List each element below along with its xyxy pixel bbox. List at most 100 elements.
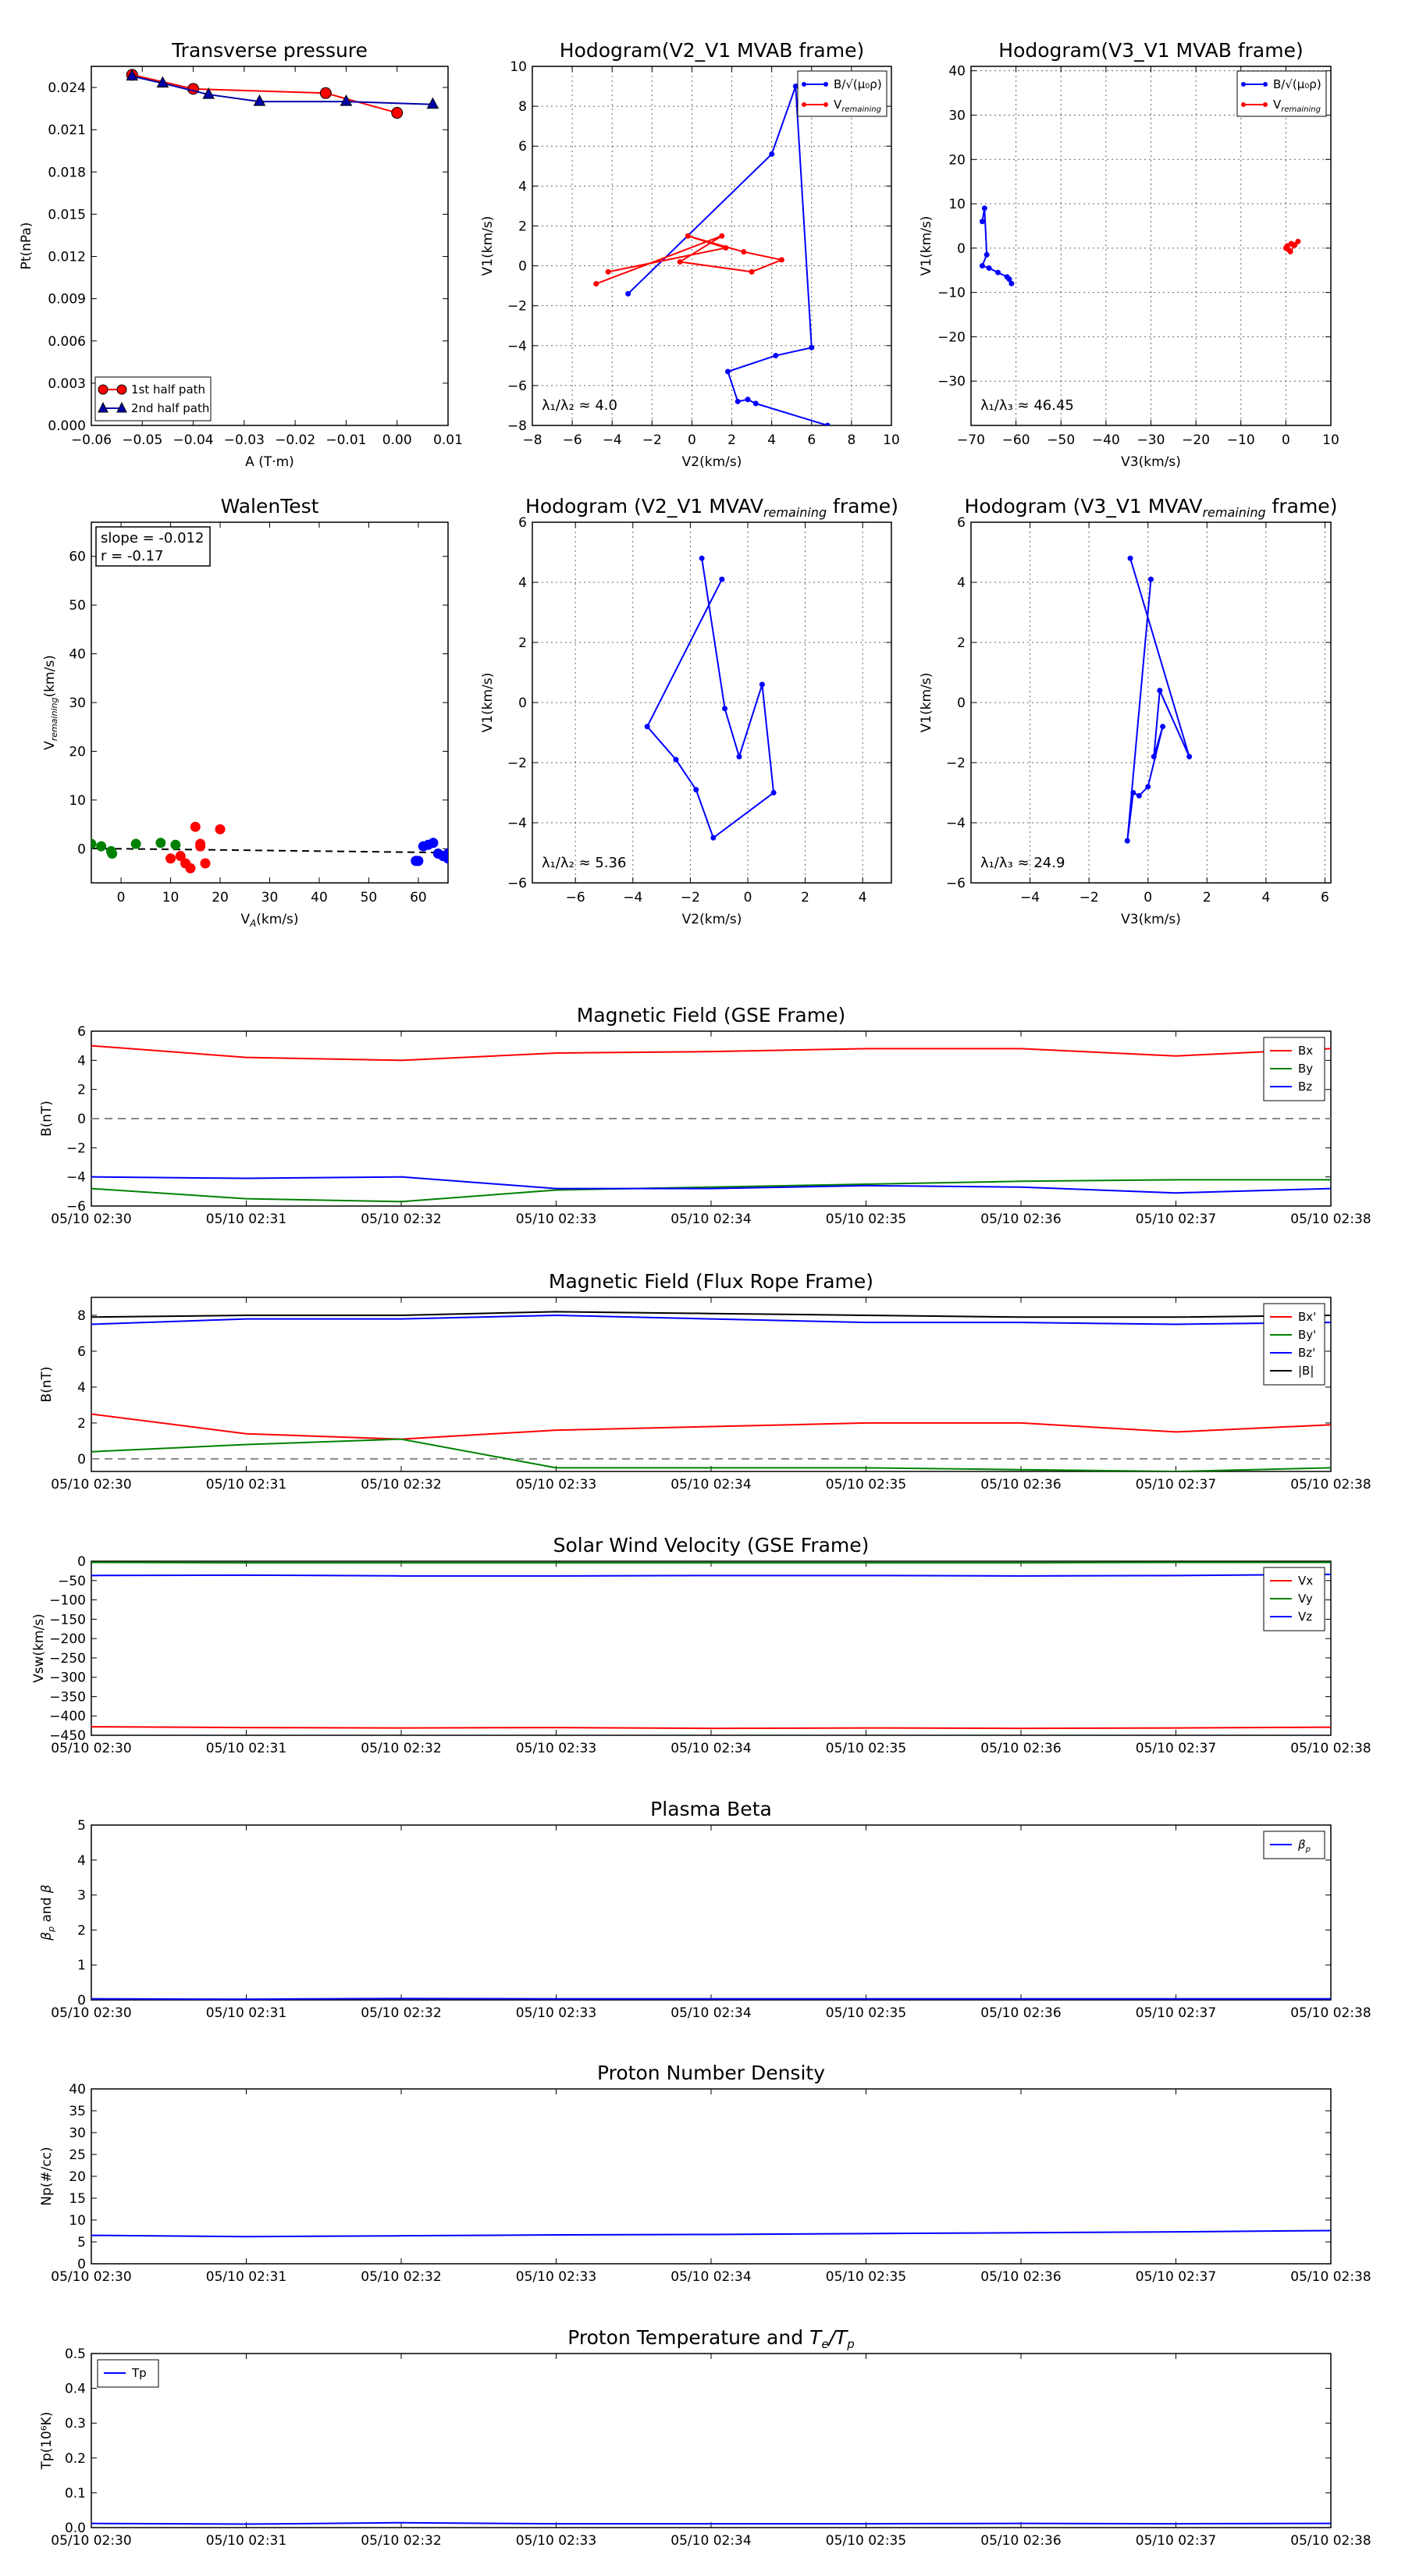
p10-title: Plasma Beta xyxy=(650,1798,772,1820)
p2-point xyxy=(745,397,751,403)
p12-legend-label: Tp xyxy=(131,2366,147,2380)
p8-axes: 05/10 02:30 05/10 02:31 05/10 02:32 05/10 0… xyxy=(39,1297,1371,1493)
p1-ytick-label: 0.003 xyxy=(48,376,86,392)
p7-xtick-label: 05/10 02:35 xyxy=(826,1212,906,1227)
p9-frame xyxy=(91,1560,1332,1736)
p5-title: Hodogram (V2_V1 MVAVremaining frame) xyxy=(525,495,898,520)
p1-ytick-label: 0.021 xyxy=(48,123,86,138)
p2-point xyxy=(735,398,741,404)
p7-xtick-label: 05/10 02:38 xyxy=(1290,1212,1371,1227)
p2-point xyxy=(809,344,815,350)
p1-xtick-label: −0.03 xyxy=(224,432,265,448)
p1-plot-area xyxy=(126,69,439,119)
p3-point xyxy=(1295,238,1301,244)
p8-ytick-label: 0 xyxy=(77,1452,86,1468)
p1-series-line-0 xyxy=(132,73,397,114)
p5-point xyxy=(644,724,650,730)
p1-ytick-label: 0.024 xyxy=(48,80,86,96)
p6-point xyxy=(1186,753,1193,760)
p2-ylabel: V1(km/s) xyxy=(480,216,496,276)
p10-xtick-label: 05/10 02:35 xyxy=(826,2005,906,2021)
p10-series-line-0 xyxy=(91,1998,1331,2000)
p2-ytick-label: 10 xyxy=(510,59,527,75)
p4-point xyxy=(428,838,439,849)
p12-xtick-label: 05/10 02:36 xyxy=(980,2533,1061,2549)
p9-xtick-label: 05/10 02:38 xyxy=(1290,1741,1371,1756)
p4-point xyxy=(130,838,141,849)
p2-legend-marker xyxy=(802,102,806,107)
p6-series-line-0 xyxy=(1126,557,1190,841)
p4-xtick-label: 40 xyxy=(311,890,328,906)
p2-xlabel: V2(km/s) xyxy=(682,454,742,470)
p3-point xyxy=(981,205,987,212)
p9-ylabel: Vsw(km/s) xyxy=(31,1614,47,1683)
p5-xtick-label: −4 xyxy=(623,890,642,906)
p5-point xyxy=(736,753,742,760)
p11-series-line-0 xyxy=(91,2229,1331,2238)
p2-legend-label: Vremaining xyxy=(834,98,881,114)
p2-xtick-label: 6 xyxy=(807,432,816,448)
p1-ytick-label: 0.015 xyxy=(48,207,86,222)
p1-xtick-label: −0.06 xyxy=(71,432,112,448)
p10-ytick-label: 3 xyxy=(77,1888,86,1904)
p1-legend-label: 2nd half path xyxy=(131,401,209,415)
p2-legend xyxy=(797,70,887,117)
p4-point xyxy=(411,856,422,866)
p3-ytick-label: 30 xyxy=(948,108,966,123)
p12-ylabel: Tp(10⁶K) xyxy=(39,2411,55,2470)
p2-xtick-label: 2 xyxy=(727,432,736,448)
p12-ytick-label: 0.2 xyxy=(65,2451,86,2467)
p9-ytick-label: 0 xyxy=(77,1554,86,1570)
p5-point xyxy=(710,834,717,841)
p7-ytick-label: 6 xyxy=(77,1024,86,1040)
p8-xtick-label: 05/10 02:35 xyxy=(826,1477,906,1493)
p2-point xyxy=(719,233,725,239)
p2-series-line-0 xyxy=(627,86,828,425)
p9-xtick-label: 05/10 02:34 xyxy=(670,1741,751,1756)
p12-ytick-label: 0.5 xyxy=(65,2347,86,2362)
p9-xtick-label: 05/10 02:37 xyxy=(1136,1741,1216,1756)
p9-legend-label: Vz xyxy=(1298,1610,1312,1624)
p4-ytick-label: 40 xyxy=(69,647,86,663)
p11-xtick-label: 05/10 02:31 xyxy=(206,2269,286,2285)
p6-ylabel: V1(km/s) xyxy=(919,673,934,733)
p12-ytick-label: 0.4 xyxy=(65,2382,86,2397)
p2-xtick-label: −8 xyxy=(522,432,542,448)
p2-ytick-label: −6 xyxy=(507,379,527,394)
p2-ytick-label: −4 xyxy=(507,339,527,354)
p6-xtick-label: 6 xyxy=(1321,890,1329,906)
p11-ytick-label: 35 xyxy=(69,2104,86,2119)
p6-point xyxy=(1160,724,1166,730)
p3-legend-marker xyxy=(1241,102,1246,107)
p4-ytick-label: 50 xyxy=(69,598,86,614)
p2-axes: −8 −6 −4 −2 0 2 4 6 8 10 −8 −6 −4 −2 0 2 4 6 8 10 V2(km/s) V1… xyxy=(480,59,900,470)
p1-point xyxy=(156,76,169,88)
p9-legend-label: Vy xyxy=(1298,1592,1313,1606)
p2-ytick-label: 6 xyxy=(518,139,527,155)
p2-point xyxy=(625,290,631,297)
p8-xtick-label: 05/10 02:30 xyxy=(51,1477,131,1493)
p11-ytick-label: 0 xyxy=(77,2257,86,2272)
p10-xtick-label: 05/10 02:30 xyxy=(51,2005,131,2021)
p5-point xyxy=(719,576,725,582)
p3-xtick-label: −20 xyxy=(1182,432,1210,448)
p6-plot-area xyxy=(1124,555,1193,844)
p5-eigen-ratio: λ₁/λ₂ ≈ 5.36 xyxy=(542,855,626,871)
p8-series-line-0 xyxy=(91,1413,1331,1440)
p8-legend-label: Bx' xyxy=(1298,1310,1316,1324)
p12-xtick-label: 05/10 02:38 xyxy=(1290,2533,1371,2549)
p9-title: Solar Wind Velocity (GSE Frame) xyxy=(553,1534,870,1557)
p8-xtick-label: 05/10 02:37 xyxy=(1136,1477,1216,1493)
p8-series-line-1 xyxy=(91,1438,1331,1471)
p10-xtick-label: 05/10 02:36 xyxy=(980,2005,1061,2021)
p4-title: WalenTest xyxy=(221,495,319,518)
p5-ytick-label: −6 xyxy=(507,876,527,891)
p9-xtick-label: 05/10 02:35 xyxy=(826,1741,906,1756)
p2-ytick-label: −2 xyxy=(507,299,527,315)
p3-legend-label: Vremaining xyxy=(1273,98,1321,114)
p5-xlabel: V2(km/s) xyxy=(682,912,742,927)
p2-point xyxy=(723,245,729,251)
p6-axes: −4 −2 0 2 4 6 −6 −4 −2 0 2 4 6 V3(km/s) V1(km/s) λ₁/λ₃ … xyxy=(919,515,1332,927)
p1-legend xyxy=(94,376,212,422)
p6-point xyxy=(1145,784,1151,790)
